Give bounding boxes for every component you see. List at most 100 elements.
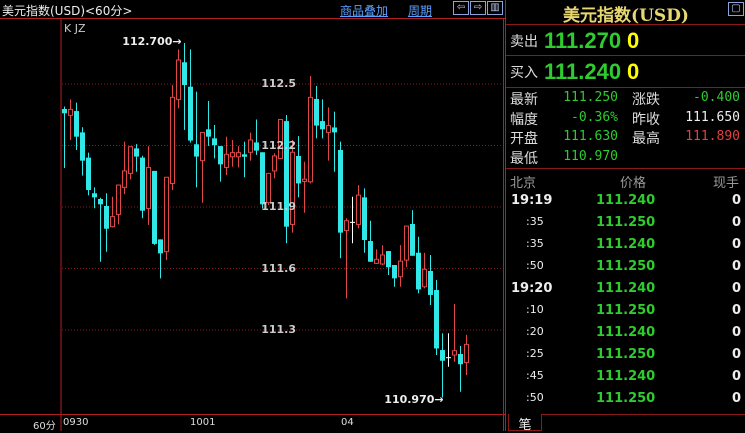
- tick-volume: 0: [731, 193, 741, 208]
- candle-body-down: [140, 157, 145, 211]
- candle-body-down: [188, 86, 193, 141]
- tick-price: 111.240: [596, 325, 656, 340]
- tick-row: 19:20 111.240 0: [506, 278, 745, 300]
- candle-body-up: [176, 59, 181, 100]
- sell-price: 111.270: [544, 28, 622, 53]
- x-tick-label: 1001: [190, 417, 216, 428]
- period-link[interactable]: 周期: [408, 4, 433, 18]
- tick-time: :10: [526, 303, 544, 316]
- y-tick-label: 112.2: [261, 138, 296, 152]
- stat-value: 111.250: [563, 90, 618, 105]
- candle-body-down: [332, 127, 337, 133]
- candle-body-down: [392, 265, 397, 279]
- candle-body-down: [92, 193, 97, 198]
- candle-body-down: [212, 138, 217, 146]
- overlay-commodity-link[interactable]: 商品叠加: [340, 4, 389, 18]
- candle-body-up: [170, 96, 175, 184]
- tick-volume: 0: [731, 303, 741, 318]
- x-tick-label: 0930: [63, 417, 89, 428]
- sell-label: 卖出: [510, 34, 538, 50]
- tick-price: 111.250: [596, 259, 656, 274]
- candle-body-down: [434, 290, 439, 349]
- tick-row: :35 111.250 0: [506, 212, 745, 234]
- candle-body-down: [362, 197, 367, 241]
- candle-body-down: [104, 205, 109, 229]
- candle-body-down: [260, 152, 265, 205]
- tick-time: 19:20: [511, 281, 553, 296]
- buy-label: 买入: [510, 65, 538, 81]
- candle-body-up: [278, 118, 283, 159]
- sell-qty: 0: [627, 28, 640, 53]
- stat-label: 最高: [632, 131, 660, 147]
- tick-price: 111.250: [596, 391, 656, 406]
- candle-body-down: [416, 252, 421, 290]
- tick-time: :45: [526, 369, 544, 382]
- panel-toggle-icon[interactable]: ▥: [487, 1, 503, 15]
- candle-body-down: [320, 121, 325, 130]
- arrow-left-icon[interactable]: ⇦: [453, 1, 469, 15]
- period-label: 60分: [33, 421, 56, 432]
- stat-value: 110.970: [563, 148, 618, 164]
- tick-row: :10 111.250 0: [506, 300, 745, 322]
- candle-body-down: [182, 62, 187, 86]
- candle-body-down: [254, 142, 259, 151]
- stat-label: 昨收: [632, 111, 660, 128]
- tick-price: 111.240: [596, 193, 656, 208]
- candle-body-up: [290, 151, 295, 225]
- col-time-header: 北京: [510, 176, 537, 191]
- candle-body-up: [272, 155, 277, 172]
- stat-label: 幅度: [510, 111, 538, 128]
- candle-body-down: [368, 241, 373, 262]
- candle-body-up: [224, 153, 229, 168]
- candle-body-up: [122, 170, 127, 188]
- maximize-icon[interactable]: ▢: [728, 2, 744, 16]
- tick-price: 111.250: [596, 303, 656, 318]
- candle-body-up: [128, 146, 133, 174]
- tick-time: 19:19: [511, 193, 553, 208]
- tick-time: :25: [526, 347, 544, 360]
- candle-body-up: [344, 220, 349, 232]
- y-tick-label: 112.5: [261, 77, 296, 90]
- candle-body-down: [386, 251, 391, 268]
- y-tick-label: 111.6: [261, 261, 296, 275]
- tick-volume: 0: [731, 215, 741, 230]
- x-tick-label: 04: [341, 417, 354, 428]
- tick-time: :35: [526, 237, 544, 250]
- candlestick-chart[interactable]: [0, 19, 505, 431]
- candle-body-down: [98, 199, 103, 205]
- stat-value: 111.890: [685, 129, 740, 144]
- tick-volume: 0: [731, 369, 741, 384]
- y-tick-label: 111.9: [261, 200, 296, 213]
- candle-body-up: [164, 176, 169, 253]
- arrow-right-icon[interactable]: ⇨: [470, 1, 486, 15]
- buy-qty: 0: [627, 59, 640, 84]
- tick-price: 111.240: [596, 281, 656, 296]
- candle-body-up: [68, 108, 73, 116]
- chart-title: 美元指数(USD)<60分>: [2, 4, 133, 18]
- col-volume-header: 现手: [713, 176, 740, 191]
- candle-body-down: [242, 154, 247, 157]
- min-price-label: 110.970→: [384, 392, 444, 406]
- buy-price: 111.240: [544, 59, 622, 84]
- candle-body-up: [326, 125, 331, 133]
- tick-volume: 0: [731, 259, 741, 274]
- y-tick-label: 111.3: [261, 323, 296, 336]
- tick-row: :45 111.240 0: [506, 366, 745, 388]
- candle-body-up: [398, 260, 403, 278]
- candle-body-down: [428, 270, 433, 295]
- stat-label: 最低: [510, 150, 538, 167]
- tab-trades[interactable]: 笔: [508, 414, 542, 433]
- tick-row: :50 111.250 0: [506, 388, 745, 410]
- stat-label: 涨跌: [632, 92, 660, 108]
- candle-body-up: [308, 96, 313, 183]
- tick-row: 19:19 111.240 0: [506, 190, 745, 212]
- tick-volume: 0: [731, 391, 741, 406]
- candle-body-up: [236, 152, 241, 158]
- candle-body-up: [230, 152, 235, 158]
- candle-body-down: [158, 239, 163, 254]
- tick-time: :20: [526, 325, 544, 338]
- stat-value: -0.400: [693, 90, 740, 105]
- candle-body-up: [422, 268, 427, 288]
- candle-body-up: [404, 225, 409, 261]
- tick-volume: 0: [731, 281, 741, 296]
